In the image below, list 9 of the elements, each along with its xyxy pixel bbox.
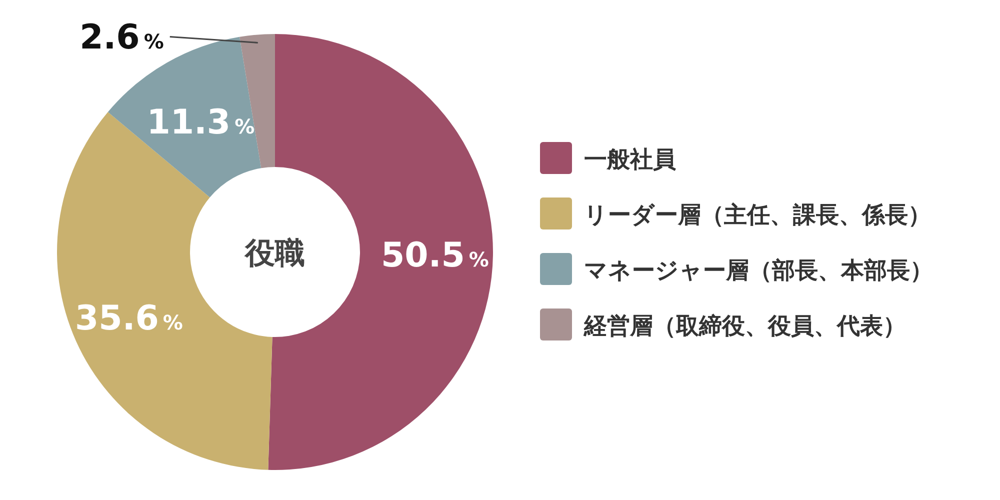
- data-label: 2.6%: [80, 18, 164, 58]
- legend-label: マネージャー層（部長、本部長）: [584, 258, 933, 284]
- text: 役職: [244, 236, 305, 271]
- legend-label: 一般社員: [584, 147, 676, 173]
- legend-label: 経営層（取締役、役員、代表）: [583, 314, 906, 340]
- data-label: 11.3%: [146, 102, 255, 143]
- data-label: 35.6%: [75, 298, 183, 338]
- data-label: 50.5%: [381, 236, 489, 276]
- legend-label: リーダー層（主任、課長、係長）: [584, 202, 931, 228]
